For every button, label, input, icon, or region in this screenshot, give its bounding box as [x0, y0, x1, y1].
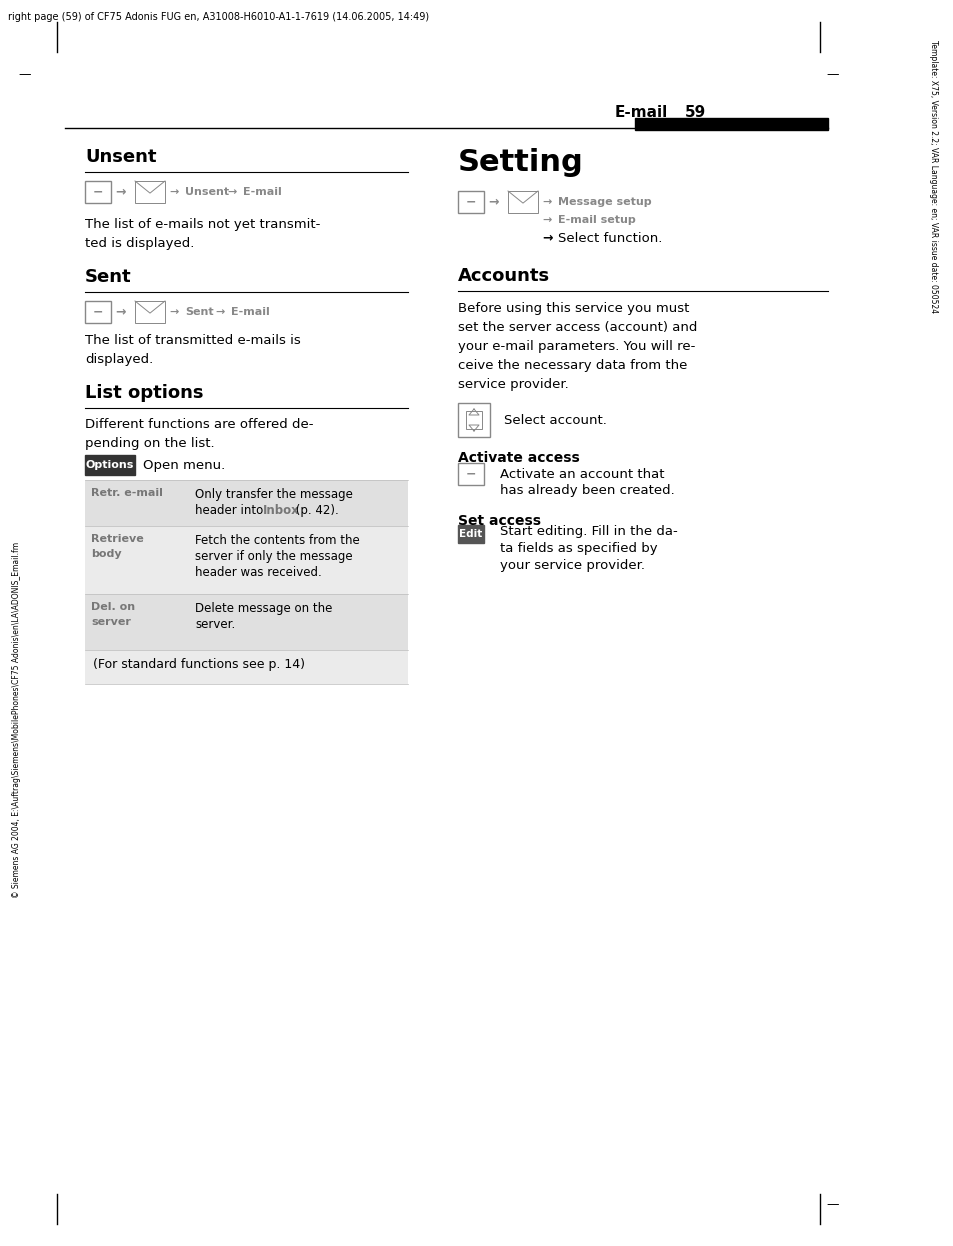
- Text: header into: header into: [194, 503, 267, 517]
- Text: Sent: Sent: [185, 307, 213, 316]
- Text: →: →: [541, 216, 551, 226]
- Text: server.: server.: [194, 618, 235, 630]
- Text: header was received.: header was received.: [194, 566, 321, 579]
- Text: Activate access: Activate access: [457, 451, 579, 465]
- Text: Setting: Setting: [457, 148, 583, 177]
- Bar: [457, 525, 483, 543]
- Text: →: →: [169, 307, 178, 316]
- Text: © Siemens AG 2004, E:\Auftrag\Siemens\MobilePhones\CF75 Adonis\en\LA\ADONIS_Emai: © Siemens AG 2004, E:\Auftrag\Siemens\Mo…: [12, 542, 21, 898]
- Text: Sent: Sent: [85, 268, 132, 287]
- Text: server if only the message: server if only the message: [194, 549, 353, 563]
- Text: Inbox: Inbox: [263, 503, 299, 517]
- Text: Edit: Edit: [459, 530, 482, 540]
- Text: Options: Options: [86, 460, 134, 470]
- Text: Fetch the contents from the: Fetch the contents from the: [194, 535, 359, 547]
- Text: →: →: [169, 187, 178, 197]
- Text: →: →: [488, 196, 498, 208]
- Bar: [85, 480, 408, 526]
- Text: your e-mail parameters. You will re-: your e-mail parameters. You will re-: [457, 340, 695, 353]
- Text: server: server: [91, 617, 131, 627]
- Text: →: →: [541, 197, 551, 207]
- Text: has already been created.: has already been created.: [499, 483, 674, 497]
- Text: Different functions are offered de-: Different functions are offered de-: [85, 417, 314, 431]
- Text: ta fields as specified by: ta fields as specified by: [499, 542, 657, 554]
- Bar: [85, 594, 408, 650]
- Text: →: →: [541, 232, 552, 244]
- Text: E-mail: E-mail: [615, 105, 667, 120]
- Text: Activate an account that: Activate an account that: [499, 468, 664, 481]
- Text: E-mail setup: E-mail setup: [558, 216, 635, 226]
- Text: −: −: [465, 196, 476, 208]
- Text: E-mail: E-mail: [231, 307, 270, 316]
- Text: →: →: [214, 307, 224, 316]
- Text: Delete message on the: Delete message on the: [194, 602, 332, 616]
- Bar: [457, 464, 483, 485]
- Text: —: —: [825, 69, 838, 81]
- Text: Open menu.: Open menu.: [143, 459, 225, 471]
- Text: List options: List options: [85, 384, 203, 402]
- Text: set the server access (account) and: set the server access (account) and: [457, 321, 697, 334]
- Bar: [465, 411, 481, 429]
- Bar: [635, 118, 827, 130]
- Text: −: −: [465, 467, 476, 481]
- Text: Retrieve: Retrieve: [91, 535, 144, 545]
- Text: Unsent: Unsent: [185, 187, 229, 197]
- Bar: [457, 191, 483, 213]
- Text: −: −: [92, 186, 103, 198]
- Text: service provider.: service provider.: [457, 378, 568, 391]
- Text: The list of e-mails not yet transmit-: The list of e-mails not yet transmit-: [85, 218, 320, 231]
- Text: The list of transmitted e-mails is: The list of transmitted e-mails is: [85, 334, 300, 346]
- Bar: [135, 181, 165, 203]
- Text: Del. on: Del. on: [91, 602, 135, 612]
- Bar: [457, 402, 490, 437]
- Bar: [85, 302, 111, 323]
- Text: Start editing. Fill in the da-: Start editing. Fill in the da-: [499, 525, 677, 538]
- Text: Only transfer the message: Only transfer the message: [194, 488, 353, 501]
- Text: Unsent: Unsent: [85, 148, 156, 166]
- Text: —: —: [825, 1197, 838, 1211]
- Bar: [85, 455, 135, 475]
- Bar: [85, 650, 408, 684]
- Bar: [85, 181, 111, 203]
- Text: Accounts: Accounts: [457, 267, 550, 285]
- Text: →: →: [115, 305, 126, 319]
- Text: right page (59) of CF75 Adonis FUG en, A31008-H6010-A1-1-7619 (14.06.2005, 14:49: right page (59) of CF75 Adonis FUG en, A…: [8, 12, 429, 22]
- Text: →: →: [115, 186, 126, 198]
- Text: ted is displayed.: ted is displayed.: [85, 237, 194, 250]
- Text: Select account.: Select account.: [503, 414, 606, 426]
- Text: −: −: [92, 305, 103, 319]
- Text: (p. 42).: (p. 42).: [292, 503, 338, 517]
- Text: 59: 59: [684, 105, 705, 120]
- Text: —: —: [18, 69, 30, 81]
- Text: Set access: Set access: [457, 515, 540, 528]
- Text: Retr. e-mail: Retr. e-mail: [91, 488, 163, 498]
- Bar: [135, 302, 165, 323]
- Bar: [85, 526, 408, 594]
- Text: body: body: [91, 549, 121, 559]
- Text: ceive the necessary data from the: ceive the necessary data from the: [457, 359, 687, 373]
- Text: →: →: [227, 187, 236, 197]
- Text: pending on the list.: pending on the list.: [85, 437, 214, 450]
- Text: Template: X75, Version 2.2; VAR Language: en; VAR issue date: 050524: Template: X75, Version 2.2; VAR Language…: [928, 40, 937, 313]
- Text: E-mail: E-mail: [243, 187, 281, 197]
- Text: (For standard functions see p. 14): (For standard functions see p. 14): [92, 658, 305, 672]
- Text: your service provider.: your service provider.: [499, 559, 644, 572]
- Bar: [507, 191, 537, 213]
- Text: Before using this service you must: Before using this service you must: [457, 302, 689, 315]
- Text: Select function.: Select function.: [558, 232, 661, 244]
- Text: displayed.: displayed.: [85, 353, 153, 366]
- Text: Message setup: Message setup: [558, 197, 651, 207]
